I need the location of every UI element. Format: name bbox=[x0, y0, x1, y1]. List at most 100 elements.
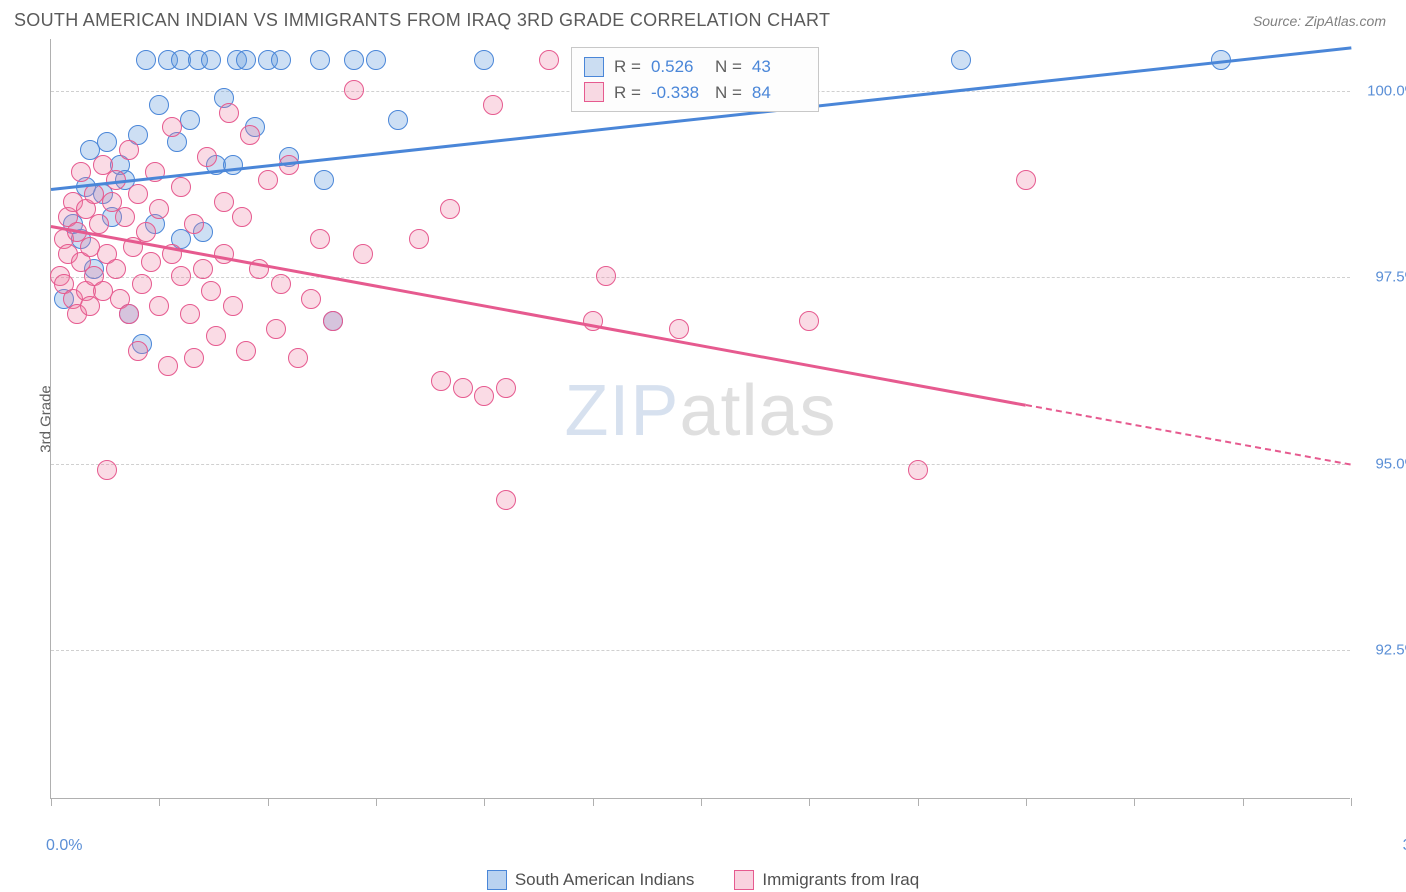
scatter-point bbox=[162, 117, 182, 137]
x-axis-max-label: 30.0% bbox=[1403, 837, 1406, 855]
scatter-point bbox=[184, 348, 204, 368]
scatter-point bbox=[440, 199, 460, 219]
scatter-point bbox=[310, 229, 330, 249]
scatter-point bbox=[310, 50, 330, 70]
scatter-point bbox=[184, 214, 204, 234]
scatter-point bbox=[799, 311, 819, 331]
scatter-point bbox=[474, 386, 494, 406]
scatter-point bbox=[344, 50, 364, 70]
ytick-label: 95.0% bbox=[1375, 455, 1406, 472]
scatter-point bbox=[266, 319, 286, 339]
scatter-point bbox=[97, 132, 117, 152]
xtick bbox=[1134, 798, 1135, 806]
scatter-point bbox=[951, 50, 971, 70]
gridline-h bbox=[51, 650, 1350, 651]
legend-item-pink: Immigrants from Iraq bbox=[734, 870, 919, 890]
scatter-point bbox=[201, 50, 221, 70]
stats-swatch bbox=[584, 57, 604, 77]
scatter-point bbox=[106, 259, 126, 279]
scatter-point bbox=[232, 207, 252, 227]
xtick bbox=[1026, 798, 1027, 806]
scatter-point bbox=[149, 296, 169, 316]
legend-bottom: South American Indians Immigrants from I… bbox=[0, 870, 1406, 890]
xtick bbox=[484, 798, 485, 806]
scatter-point bbox=[431, 371, 451, 391]
chart-title: SOUTH AMERICAN INDIAN VS IMMIGRANTS FROM… bbox=[14, 10, 830, 31]
scatter-point bbox=[483, 95, 503, 115]
scatter-point bbox=[206, 326, 226, 346]
scatter-point bbox=[323, 311, 343, 331]
scatter-point bbox=[171, 266, 191, 286]
xtick bbox=[809, 798, 810, 806]
xtick bbox=[376, 798, 377, 806]
scatter-point bbox=[115, 207, 135, 227]
scatter-point bbox=[89, 214, 109, 234]
legend-item-blue: South American Indians bbox=[487, 870, 695, 890]
scatter-point bbox=[314, 170, 334, 190]
xtick bbox=[918, 798, 919, 806]
scatter-point bbox=[1016, 170, 1036, 190]
scatter-point bbox=[219, 103, 239, 123]
scatter-point bbox=[366, 50, 386, 70]
scatter-point bbox=[149, 95, 169, 115]
x-axis-min-label: 0.0% bbox=[46, 837, 82, 855]
scatter-point bbox=[258, 170, 278, 190]
xtick bbox=[1351, 798, 1352, 806]
scatter-point bbox=[197, 147, 217, 167]
scatter-point bbox=[214, 192, 234, 212]
source-link[interactable]: ZipAtlas.com bbox=[1305, 13, 1386, 29]
scatter-point bbox=[136, 50, 156, 70]
scatter-point bbox=[409, 229, 429, 249]
legend-swatch-blue bbox=[487, 870, 507, 890]
xtick bbox=[701, 798, 702, 806]
scatter-point bbox=[353, 244, 373, 264]
legend-label-pink: Immigrants from Iraq bbox=[762, 870, 919, 890]
scatter-point bbox=[288, 348, 308, 368]
scatter-point bbox=[496, 490, 516, 510]
chart-source: Source: ZipAtlas.com bbox=[1253, 13, 1386, 29]
scatter-point bbox=[193, 259, 213, 279]
scatter-point bbox=[132, 274, 152, 294]
xtick bbox=[593, 798, 594, 806]
legend-label-blue: South American Indians bbox=[515, 870, 695, 890]
scatter-point bbox=[474, 50, 494, 70]
scatter-point bbox=[223, 296, 243, 316]
xtick bbox=[268, 798, 269, 806]
legend-swatch-pink bbox=[734, 870, 754, 890]
scatter-point bbox=[240, 125, 260, 145]
stats-swatch bbox=[584, 82, 604, 102]
scatter-point bbox=[119, 304, 139, 324]
stats-row: R =-0.338N =84 bbox=[584, 80, 806, 106]
scatter-point bbox=[344, 80, 364, 100]
watermark: ZIPatlas bbox=[564, 369, 836, 451]
scatter-point bbox=[271, 274, 291, 294]
gridline-h bbox=[51, 277, 1350, 278]
scatter-point bbox=[171, 177, 191, 197]
scatter-point bbox=[236, 50, 256, 70]
source-prefix: Source: bbox=[1253, 13, 1305, 29]
ytick-label: 92.5% bbox=[1375, 641, 1406, 658]
xtick bbox=[51, 798, 52, 806]
watermark-bold: ZIP bbox=[564, 370, 679, 450]
scatter-point bbox=[97, 460, 117, 480]
chart-area: 3rd Grade ZIPatlas 92.5%95.0%97.5%100.0%… bbox=[50, 39, 1386, 799]
stats-row: R =0.526N =43 bbox=[584, 54, 806, 80]
watermark-thin: atlas bbox=[679, 370, 836, 450]
trend-line-dashed bbox=[1026, 404, 1351, 466]
scatter-point bbox=[596, 266, 616, 286]
scatter-point bbox=[496, 378, 516, 398]
scatter-point bbox=[388, 110, 408, 130]
scatter-point bbox=[128, 184, 148, 204]
stats-box: R =0.526N =43R =-0.338N =84 bbox=[571, 47, 819, 112]
scatter-point bbox=[180, 110, 200, 130]
scatter-point bbox=[908, 460, 928, 480]
gridline-h bbox=[51, 464, 1350, 465]
ytick-label: 100.0% bbox=[1367, 83, 1406, 100]
scatter-point bbox=[158, 356, 178, 376]
scatter-point bbox=[669, 319, 689, 339]
scatter-point bbox=[214, 244, 234, 264]
scatter-point bbox=[271, 50, 291, 70]
xtick bbox=[159, 798, 160, 806]
ytick-label: 97.5% bbox=[1375, 269, 1406, 286]
scatter-point bbox=[453, 378, 473, 398]
